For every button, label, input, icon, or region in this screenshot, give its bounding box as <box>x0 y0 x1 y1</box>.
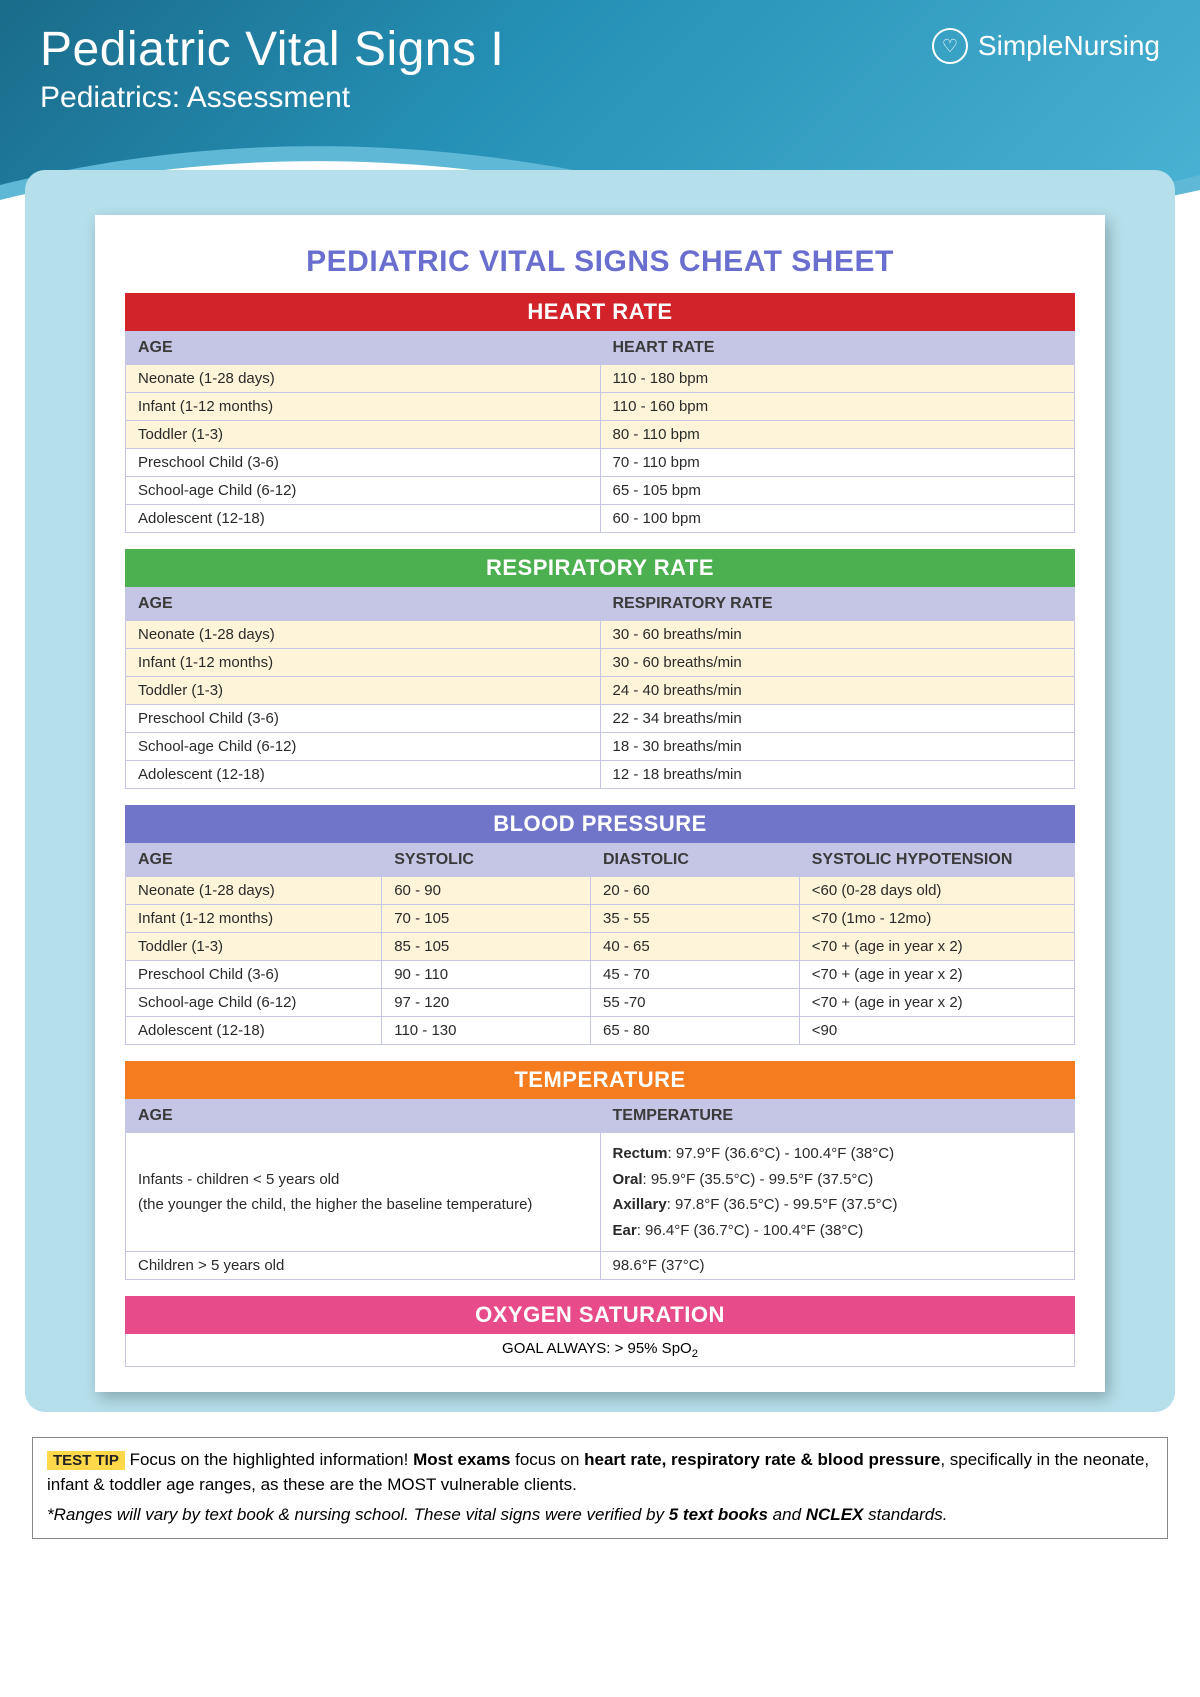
table-row: Adolescent (12-18)110 - 13065 - 80<90 <box>126 1017 1075 1045</box>
bp-header: BLOOD PRESSURE <box>125 805 1075 843</box>
content-panel: PEDIATRIC VITAL SIGNS CHEAT SHEET HEART … <box>25 170 1175 1412</box>
table-row: Preschool Child (3-6)22 - 34 breaths/min <box>126 705 1075 733</box>
table-row: Toddler (1-3)85 - 10540 - 65<70 + (age i… <box>126 933 1075 961</box>
table-row: Toddler (1-3)80 - 110 bpm <box>126 421 1075 449</box>
temp-col-val: TEMPERATURE <box>600 1100 1075 1133</box>
hr-col-age: AGE <box>126 332 601 365</box>
table-row: Preschool Child (3-6)90 - 11045 - 70<70 … <box>126 961 1075 989</box>
page-subtitle: Pediatrics: Assessment <box>40 81 504 115</box>
bp-col-hypo: SYSTOLIC HYPOTENSION <box>799 844 1074 877</box>
table-row: Adolescent (12-18)12 - 18 breaths/min <box>126 761 1075 789</box>
cheat-sheet-card: PEDIATRIC VITAL SIGNS CHEAT SHEET HEART … <box>95 215 1105 1392</box>
oxygen-goal: GOAL ALWAYS: > 95% SpO2 <box>125 1334 1075 1367</box>
brand-logo: ♡ SimpleNursing <box>932 28 1160 64</box>
temp-row2-age: Children > 5 years old <box>126 1252 601 1280</box>
respiratory-header: RESPIRATORY RATE <box>125 549 1075 587</box>
oxygen-header: OXYGEN SATURATION <box>125 1296 1075 1334</box>
hr-col-val: HEART RATE <box>600 332 1075 365</box>
test-tip-box: TEST TIP Focus on the highlighted inform… <box>32 1437 1168 1539</box>
table-row: School-age Child (6-12)18 - 30 breaths/m… <box>126 733 1075 761</box>
table-row: Infant (1-12 months)70 - 10535 - 55<70 (… <box>126 905 1075 933</box>
bp-table: AGE SYSTOLIC DIASTOLIC SYSTOLIC HYPOTENS… <box>125 843 1075 1045</box>
heart-rate-header: HEART RATE <box>125 293 1075 331</box>
table-row: Preschool Child (3-6)70 - 110 bpm <box>126 449 1075 477</box>
rr-col-age: AGE <box>126 588 601 621</box>
heart-rate-table: AGE HEART RATE Neonate (1-28 days)110 - … <box>125 331 1075 533</box>
table-row: Neonate (1-28 days)30 - 60 breaths/min <box>126 621 1075 649</box>
table-row: Infant (1-12 months)110 - 160 bpm <box>126 393 1075 421</box>
temp-row1-age: Infants - children < 5 years old (the yo… <box>126 1133 601 1252</box>
sheet-title: PEDIATRIC VITAL SIGNS CHEAT SHEET <box>125 245 1075 279</box>
bp-col-age: AGE <box>126 844 382 877</box>
temp-col-age: AGE <box>126 1100 601 1133</box>
respiratory-table: AGE RESPIRATORY RATE Neonate (1-28 days)… <box>125 587 1075 789</box>
temp-row1-values: Rectum: 97.9°F (36.6°C) - 100.4°F (38°C)… <box>600 1133 1075 1252</box>
table-row: Neonate (1-28 days)110 - 180 bpm <box>126 365 1075 393</box>
table-row: School-age Child (6-12)65 - 105 bpm <box>126 477 1075 505</box>
table-row: Infant (1-12 months)30 - 60 breaths/min <box>126 649 1075 677</box>
bp-col-sys: SYSTOLIC <box>382 844 591 877</box>
brand-name: SimpleNursing <box>978 30 1160 62</box>
table-row: School-age Child (6-12)97 - 12055 -70<70… <box>126 989 1075 1017</box>
temperature-table: AGE TEMPERATURE Infants - children < 5 y… <box>125 1099 1075 1280</box>
table-row: Neonate (1-28 days)60 - 9020 - 60<60 (0-… <box>126 877 1075 905</box>
heart-icon: ♡ <box>932 28 968 64</box>
rr-col-val: RESPIRATORY RATE <box>600 588 1075 621</box>
test-tip-badge: TEST TIP <box>47 1451 125 1470</box>
page-title: Pediatric Vital Signs I <box>40 22 504 77</box>
table-row: Adolescent (12-18)60 - 100 bpm <box>126 505 1075 533</box>
temperature-header: TEMPERATURE <box>125 1061 1075 1099</box>
table-row: Toddler (1-3)24 - 40 breaths/min <box>126 677 1075 705</box>
temp-row2-val: 98.6°F (37°C) <box>600 1252 1075 1280</box>
bp-col-dia: DIASTOLIC <box>590 844 799 877</box>
